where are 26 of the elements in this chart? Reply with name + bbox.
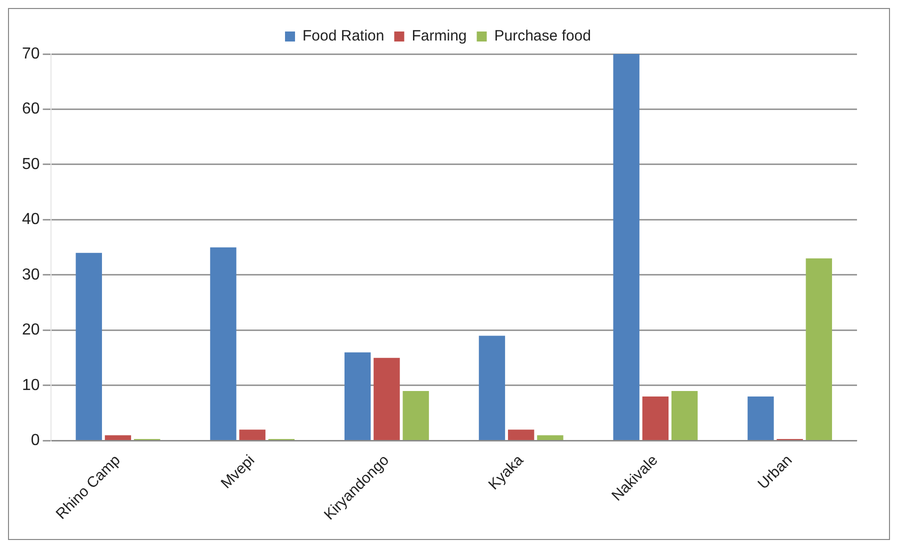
y-tick-label: 40 [22,211,40,228]
bar [478,336,506,440]
bar [402,390,429,440]
bar [613,54,640,440]
y-tick-label: 70 [22,45,40,62]
bar [748,396,774,440]
y-tick-label: 30 [22,266,40,284]
y-tick-label: 20 [22,322,40,339]
bar [806,258,832,440]
y-tick-label: 10 [22,376,40,394]
bar [210,247,236,440]
bar [537,435,564,440]
bar [239,430,266,440]
bar [642,396,669,440]
legend-label: Purchase food [494,28,591,45]
legend-label: Food Ration [302,28,384,45]
bar [508,430,534,440]
y-tick-label: 0 [30,432,40,450]
bar [374,358,400,440]
y-tick-label: 50 [22,156,40,173]
bar [104,435,132,440]
bar [344,352,371,440]
bar [76,252,102,440]
legend-label: Farming [412,28,467,45]
bar [671,390,698,440]
y-tick-label: 60 [22,100,40,118]
